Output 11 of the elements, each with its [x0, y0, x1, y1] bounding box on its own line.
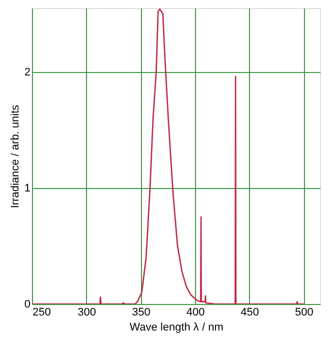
- x-tick-label: 250: [32, 306, 51, 318]
- x-tick-label: 400: [186, 306, 205, 318]
- y-tick-label: 1: [24, 182, 30, 194]
- y-tick-label: 0: [24, 298, 30, 310]
- x-tick-label: 500: [295, 306, 314, 318]
- y-axis-title: Irradiance / arb. units: [9, 104, 22, 208]
- x-tick-label: 300: [78, 306, 96, 318]
- x-tick-label: 350: [132, 306, 150, 318]
- x-axis-title: Wave length λ / nm: [130, 322, 224, 334]
- x-tick-label: 450: [240, 306, 260, 318]
- y-tick-label: 2: [24, 66, 30, 78]
